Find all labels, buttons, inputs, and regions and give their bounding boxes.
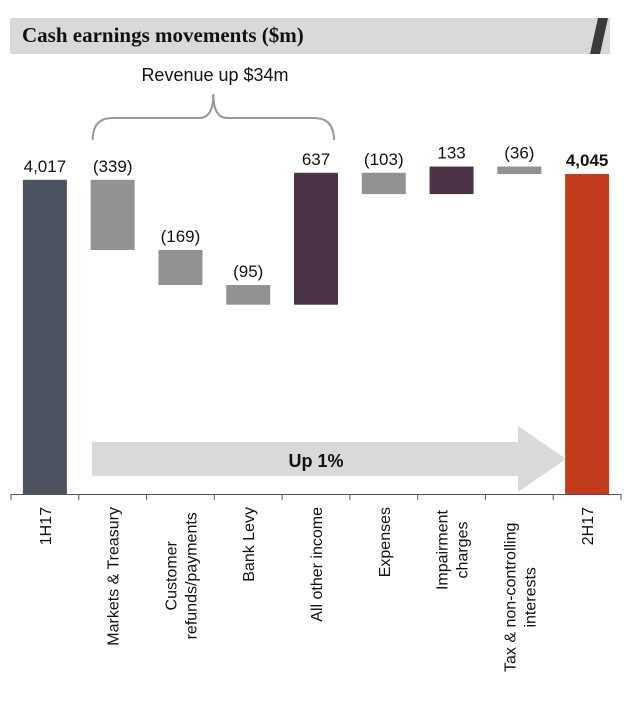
- value-label-8: 4,045: [566, 151, 609, 170]
- header-slash-decoration: [590, 18, 608, 54]
- bracket-label: Revenue up $34m: [141, 65, 288, 85]
- bar-3: [226, 285, 271, 305]
- value-label-3: (95): [233, 262, 263, 281]
- bar-0: [22, 179, 67, 494]
- revenue-bracket: [91, 93, 335, 141]
- arrow-label: Up 1%: [288, 451, 343, 471]
- value-label-5: (103): [364, 150, 404, 169]
- category-label-5: Expenses: [377, 507, 394, 577]
- value-label-7: (36): [504, 144, 534, 163]
- bar-8: [565, 174, 610, 494]
- chart-title: Cash earnings movements ($m): [22, 23, 304, 47]
- category-label-4: All other income: [309, 507, 326, 622]
- bar-2: [158, 250, 203, 286]
- bar-7: [497, 166, 542, 174]
- category-label-7: Tax & non-controlling interests: [502, 523, 539, 672]
- category-label-2: Customer refunds/payments: [163, 512, 200, 639]
- up-arrow: [92, 426, 566, 492]
- category-label-3: Bank Levy: [241, 507, 258, 582]
- category-label-6: Impairment charges: [435, 509, 472, 590]
- value-label-4: 637: [302, 150, 330, 169]
- bar-5: [361, 172, 406, 195]
- bar-4: [294, 172, 338, 305]
- value-label-1: (339): [93, 157, 133, 176]
- category-label-8: 2H17: [580, 507, 597, 545]
- category-label-1: Markets & Treasury: [106, 507, 123, 646]
- value-label-6: 133: [437, 144, 465, 163]
- value-label-0: 4,017: [24, 157, 67, 176]
- category-label-0: 1H17: [38, 507, 55, 545]
- chart-header-bar: Cash earnings movements ($m): [10, 18, 610, 54]
- bar-6: [429, 166, 474, 195]
- value-label-2: (169): [161, 227, 201, 246]
- bar-1: [90, 179, 135, 251]
